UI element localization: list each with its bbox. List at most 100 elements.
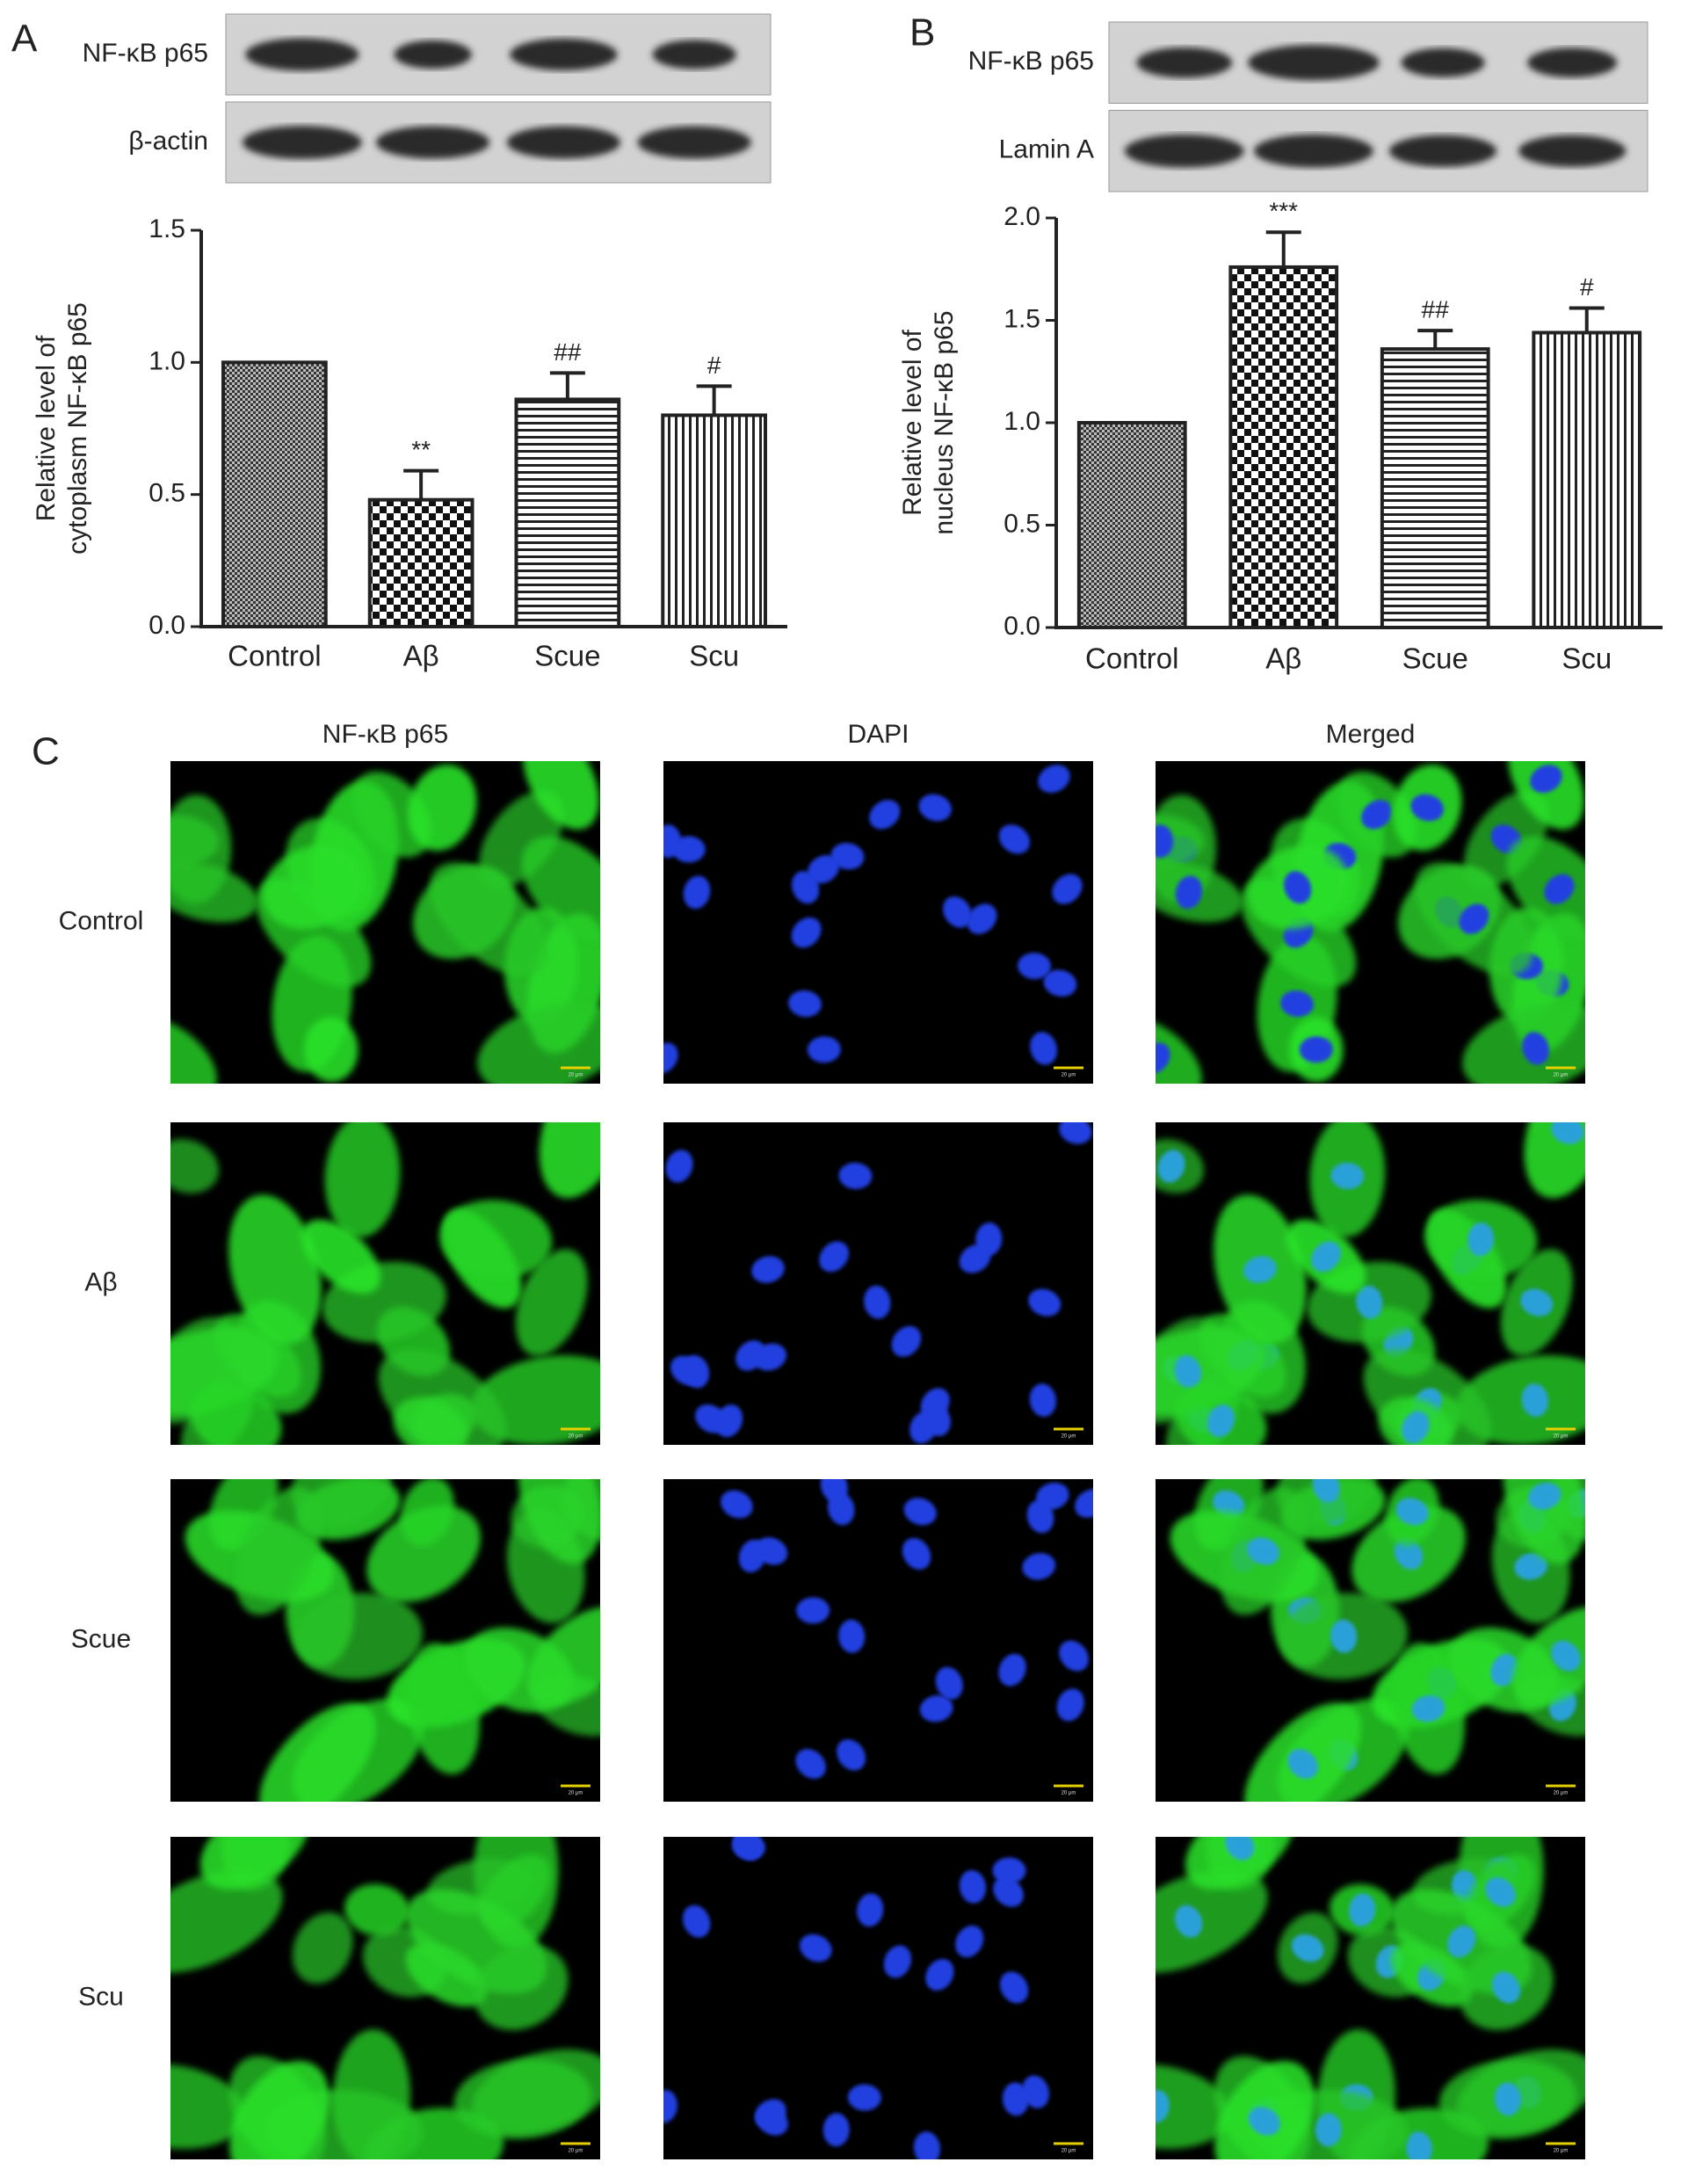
y-tick-label: 0.5 xyxy=(1004,509,1040,538)
cytoplasm xyxy=(292,1912,353,1984)
row-label: Aβ xyxy=(84,1267,117,1296)
bar xyxy=(221,360,328,628)
cytoplasm xyxy=(474,1944,569,2030)
cells xyxy=(663,765,1083,1074)
nucleus xyxy=(663,1042,678,1074)
scale-bar-label: 20 μm xyxy=(569,1434,583,1440)
bar xyxy=(514,397,621,628)
nucleus xyxy=(1411,1694,1446,1723)
scale-bar-label: 20 μm xyxy=(1554,1073,1569,1078)
nucleus xyxy=(1029,1383,1056,1418)
cells xyxy=(663,1837,1049,2159)
nucleus xyxy=(1491,1971,1521,2004)
nucleus xyxy=(1287,1748,1318,1779)
micrograph: 20 μm xyxy=(170,1479,600,1802)
row-label: Scue xyxy=(71,1624,131,1653)
micrograph: 20 μm xyxy=(663,1837,1093,2159)
panel-label: B xyxy=(909,11,935,54)
nucleus xyxy=(1349,1893,1376,1927)
scale-bar-label: 20 μm xyxy=(1554,2149,1569,2154)
column-label: Merged xyxy=(1326,720,1416,749)
image-background xyxy=(663,1837,1093,2159)
nucleus xyxy=(1059,1122,1092,1144)
micrograph: 20 μm xyxy=(1156,1479,1585,1802)
nucleus xyxy=(714,1404,743,1438)
micrograph: 20 μm xyxy=(1156,1837,1585,2159)
blot-band xyxy=(510,38,618,71)
image-background xyxy=(663,1479,1093,1802)
x-tick-label: Scu xyxy=(1561,642,1612,675)
blot-label: NF-κB p65 xyxy=(83,39,208,68)
nucleus xyxy=(1361,800,1393,830)
blot-band xyxy=(1248,45,1380,81)
nucleus xyxy=(795,1748,826,1779)
nucleus xyxy=(1522,1032,1549,1065)
micrograph: 20 μm xyxy=(1156,1122,1585,1445)
x-tick-label: Aβ xyxy=(403,640,439,672)
nucleus xyxy=(993,1877,1024,1907)
nucleus xyxy=(1530,765,1562,794)
nucleus xyxy=(735,1340,766,1371)
scale-bar-label: 20 μm xyxy=(569,1791,583,1796)
nucleus xyxy=(1075,1489,1093,1518)
x-tick-label: Control xyxy=(1085,642,1178,675)
scale-bar-label: 20 μm xyxy=(1061,2149,1076,2154)
y-tick-label: 0.0 xyxy=(149,611,185,640)
cytoplasm xyxy=(344,1883,410,1936)
cytoplasm xyxy=(262,845,363,930)
nucleus xyxy=(1156,1042,1170,1074)
error-bar xyxy=(1265,230,1301,267)
nucleus xyxy=(1291,1934,1324,1963)
nucleus xyxy=(1402,1411,1430,1444)
nucleus xyxy=(903,1498,937,1526)
panel-label: C xyxy=(32,730,60,773)
bar xyxy=(1228,265,1339,629)
nucleus xyxy=(1018,953,1052,980)
cytoplasm xyxy=(400,1479,454,1546)
nucleus xyxy=(975,1223,1003,1256)
nucleus xyxy=(1002,2082,1029,2116)
nucleus xyxy=(1043,969,1077,997)
nucleus xyxy=(665,1150,693,1183)
nucleus xyxy=(791,917,822,948)
y-axis-label-line: cytoplasm NF-κB p65 xyxy=(63,302,92,555)
nucleus xyxy=(1315,2113,1342,2147)
nucleus xyxy=(935,1666,963,1700)
scale-bar-label: 20 μm xyxy=(569,1073,583,1078)
nucleus xyxy=(1174,1905,1203,1938)
significance-label: # xyxy=(1580,273,1594,301)
image-background xyxy=(663,1122,1093,1445)
blot-band xyxy=(1401,47,1485,77)
nucleus xyxy=(1059,1640,1089,1672)
scale-bar-label: 20 μm xyxy=(1061,1073,1076,1078)
cytoplasm xyxy=(229,2060,330,2159)
cytoplasm xyxy=(235,1487,322,1615)
nucleus xyxy=(1544,874,1575,904)
cells xyxy=(185,1479,600,1802)
cytoplasm xyxy=(228,1194,322,1345)
significance-label: ## xyxy=(554,338,582,366)
x-tick-label: Scu xyxy=(689,640,739,672)
nucleus xyxy=(967,903,997,934)
scale-bar-label: 20 μm xyxy=(1061,1434,1076,1440)
nucleus xyxy=(820,1479,848,1503)
blot-band xyxy=(394,40,472,69)
blot-band xyxy=(506,126,621,159)
blot-band xyxy=(1388,134,1497,167)
scale-bar-label: 20 μm xyxy=(1554,1434,1569,1440)
y-axis-label-line: Relative level of xyxy=(32,335,61,521)
cytoplasm xyxy=(521,836,600,942)
row-label: Scu xyxy=(78,1982,124,2011)
error-bar xyxy=(696,384,732,416)
axis-line xyxy=(199,230,787,628)
nucleus xyxy=(902,1537,931,1570)
cytoplasm xyxy=(170,862,258,923)
nucleus xyxy=(847,2084,881,2111)
y-tick-label: 1.5 xyxy=(1004,304,1040,333)
nucleus xyxy=(1410,794,1444,822)
nucleus xyxy=(1485,1877,1516,1907)
nucleus xyxy=(1038,765,1070,794)
nucleus xyxy=(663,824,682,859)
cells xyxy=(170,761,600,1084)
nucleus xyxy=(1022,2075,1049,2108)
